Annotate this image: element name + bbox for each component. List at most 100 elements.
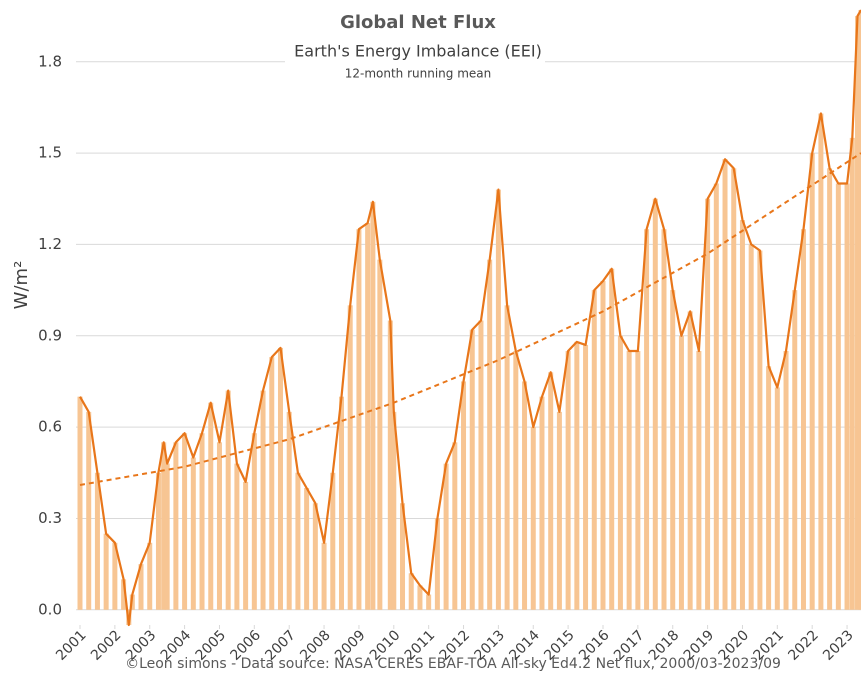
bar [112, 542, 118, 610]
bar [858, 10, 861, 610]
bar [304, 487, 310, 610]
bar [739, 220, 745, 610]
bar [504, 305, 510, 610]
bar [190, 457, 196, 610]
y-tick-label: 0.3 [38, 509, 62, 527]
bar [400, 503, 406, 610]
bar [792, 290, 798, 610]
y-tick-label: 0.6 [38, 418, 62, 436]
bar [452, 442, 458, 610]
bar [696, 350, 702, 610]
bar [312, 503, 318, 610]
bar [661, 229, 667, 610]
bar [260, 390, 266, 610]
bar [164, 463, 170, 610]
bar [835, 183, 841, 610]
data-line [79, 9, 861, 627]
bar [713, 183, 719, 610]
bar [478, 320, 484, 610]
bar [387, 320, 393, 610]
x-tick-label: 2023 [820, 627, 857, 664]
bar [216, 442, 222, 610]
bar [574, 341, 580, 610]
bar [295, 472, 301, 610]
bar [370, 201, 376, 610]
bar [269, 357, 275, 610]
bar [461, 381, 467, 610]
bar [774, 387, 780, 610]
bar [635, 350, 641, 610]
bar [161, 442, 167, 610]
bar [495, 189, 501, 610]
bar [356, 229, 362, 610]
y-tick-label: 0.0 [38, 600, 62, 618]
source-note: ©Leon simons - Data source: NASA CERES E… [125, 656, 781, 672]
bar [391, 411, 397, 610]
bar [251, 433, 257, 610]
x-tick-label: 2022 [785, 627, 822, 664]
bar [199, 433, 205, 610]
bar [800, 229, 806, 610]
bar [522, 381, 528, 610]
bar [757, 250, 763, 610]
bar [417, 585, 423, 610]
bar [443, 463, 449, 610]
bar [539, 396, 545, 610]
bar [626, 350, 632, 610]
bar [652, 198, 658, 610]
title-bg [330, 10, 500, 34]
bar [705, 198, 711, 610]
bar [565, 350, 571, 610]
bar [286, 411, 292, 610]
bar [583, 344, 589, 610]
bar [103, 533, 109, 610]
bar [513, 350, 519, 610]
bar [687, 311, 693, 610]
bar [855, 16, 861, 610]
bar [243, 481, 249, 610]
x-tick-label: 2001 [53, 627, 90, 664]
bar [731, 168, 737, 610]
y-axis-label: W/m² [11, 261, 32, 310]
bar [827, 168, 833, 610]
bar [138, 564, 144, 610]
bar [670, 290, 676, 610]
bar [155, 472, 161, 610]
bar [121, 579, 127, 610]
bar [434, 518, 440, 610]
bar [844, 183, 850, 610]
bar [208, 402, 214, 610]
bar [818, 113, 824, 610]
grid [76, 61, 861, 611]
chart-title: Global Net Flux [340, 12, 496, 33]
y-tick-label: 1.8 [38, 52, 62, 70]
bar [530, 427, 536, 610]
bar [365, 223, 371, 610]
bar [849, 137, 855, 610]
x-tick-label: 2002 [88, 627, 125, 664]
bar [766, 366, 772, 610]
bar [347, 305, 353, 610]
bar [722, 159, 728, 610]
bar [86, 411, 92, 610]
bar [330, 472, 336, 610]
bar [94, 472, 100, 610]
bar [147, 542, 153, 610]
y-tick-label: 1.2 [38, 235, 62, 253]
bar [426, 594, 432, 610]
bar [600, 280, 606, 610]
chart-note: 12-month running mean [345, 67, 492, 81]
chart-subtitle: Earth's Energy Imbalance (EEI) [294, 42, 542, 61]
bar [548, 372, 554, 610]
bar [556, 411, 562, 610]
bar [77, 396, 83, 610]
bar [809, 153, 815, 610]
bar [338, 396, 344, 610]
bar [487, 259, 493, 610]
bar [469, 329, 475, 610]
bar [783, 350, 789, 610]
bar [321, 542, 327, 610]
y-tick-label: 1.5 [38, 144, 62, 162]
bar [609, 268, 615, 610]
